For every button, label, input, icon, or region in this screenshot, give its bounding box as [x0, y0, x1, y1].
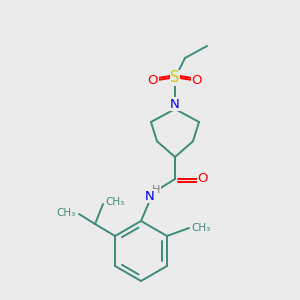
Text: O: O: [192, 74, 202, 86]
Text: S: S: [170, 70, 180, 86]
Text: O: O: [198, 172, 208, 185]
Text: CH₃: CH₃: [57, 208, 76, 218]
Text: O: O: [148, 74, 158, 86]
Text: CH₃: CH₃: [191, 223, 210, 233]
Text: N: N: [170, 98, 180, 110]
Text: CH₃: CH₃: [105, 197, 124, 207]
Text: N: N: [145, 190, 155, 202]
Text: H: H: [152, 185, 160, 195]
